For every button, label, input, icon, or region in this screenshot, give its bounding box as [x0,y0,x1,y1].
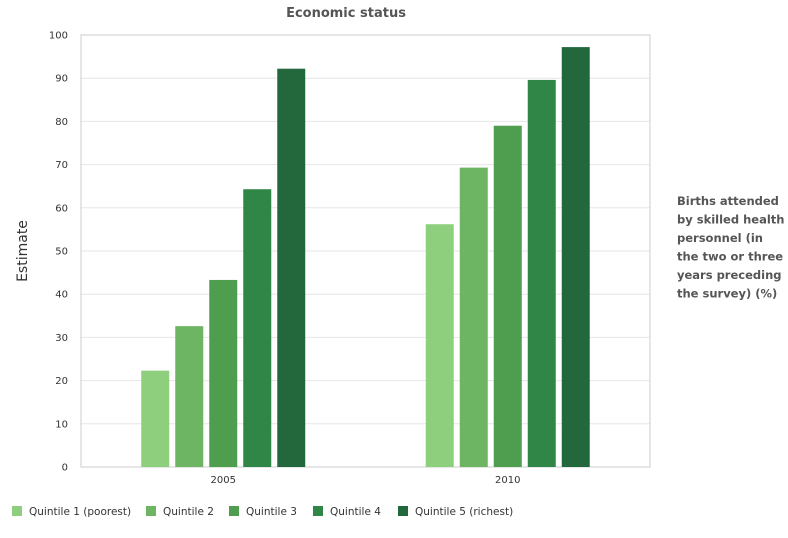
legend-label: Quintile 4 [330,506,381,518]
x-tick-label: 2005 [211,475,236,486]
legend-swatch [12,506,22,516]
legend-label: Quintile 3 [246,506,297,518]
bar[interactable] [141,370,170,467]
x-tick-label: 2010 [495,475,520,486]
plot-frame [80,34,651,468]
indicator-label-line: the two or three [677,250,783,264]
legend-swatch [229,506,239,516]
legend-item[interactable]: Quintile 4 [313,506,381,518]
y-tick-label: 30 [55,333,68,344]
y-tick-label: 80 [55,117,68,128]
legend-item[interactable]: Quintile 1 (poorest) [12,506,131,518]
indicator-label-line: the survey) (%) [677,287,777,301]
y-axis-label: Estimate [15,220,31,282]
y-tick-label: 40 [55,290,68,301]
bar[interactable] [209,279,238,467]
legend-swatch [146,506,156,516]
x-axis-ticks: 2005 2010 [211,475,521,486]
legend-label: Quintile 5 (richest) [415,506,513,518]
indicator-label-line: personnel (in [677,231,763,245]
bar[interactable] [175,326,204,467]
legend[interactable]: Quintile 1 (poorest) Quintile 2 Quintile 3… [12,506,513,518]
indicator-label: Births attended by skilled health personne… [677,194,784,301]
y-tick-label: 50 [55,247,68,258]
y-tick-label: 10 [55,419,68,430]
bars [141,47,590,468]
chart-title: Economic status [286,6,406,21]
legend-label: Quintile 2 [163,506,214,518]
y-tick-label: 0 [62,463,68,474]
legend-item[interactable]: Quintile 2 [146,506,214,518]
legend-label: Quintile 1 (poorest) [29,506,131,518]
legend-swatch [398,506,408,516]
bar[interactable] [527,79,556,467]
y-tick-label: 90 [55,74,68,85]
bar[interactable] [459,167,488,467]
indicator-label-line: years preceding [677,268,782,282]
legend-swatch [313,506,323,516]
bar[interactable] [561,47,590,467]
indicator-label-line: Births attended [677,194,779,208]
y-tick-label: 70 [55,160,68,171]
indicator-label-line: by skilled health [677,213,784,227]
bar[interactable] [243,189,272,467]
y-axis-ticks: 0 10 20 30 40 50 60 70 80 90 100 [49,31,68,474]
bar[interactable] [493,125,522,467]
y-tick-label: 60 [55,203,68,214]
y-tick-label: 20 [55,376,68,387]
legend-item[interactable]: Quintile 3 [229,506,297,518]
y-tick-label: 100 [49,31,68,42]
legend-item[interactable]: Quintile 5 (richest) [398,506,513,518]
bar[interactable] [425,224,454,467]
bar[interactable] [277,68,306,468]
